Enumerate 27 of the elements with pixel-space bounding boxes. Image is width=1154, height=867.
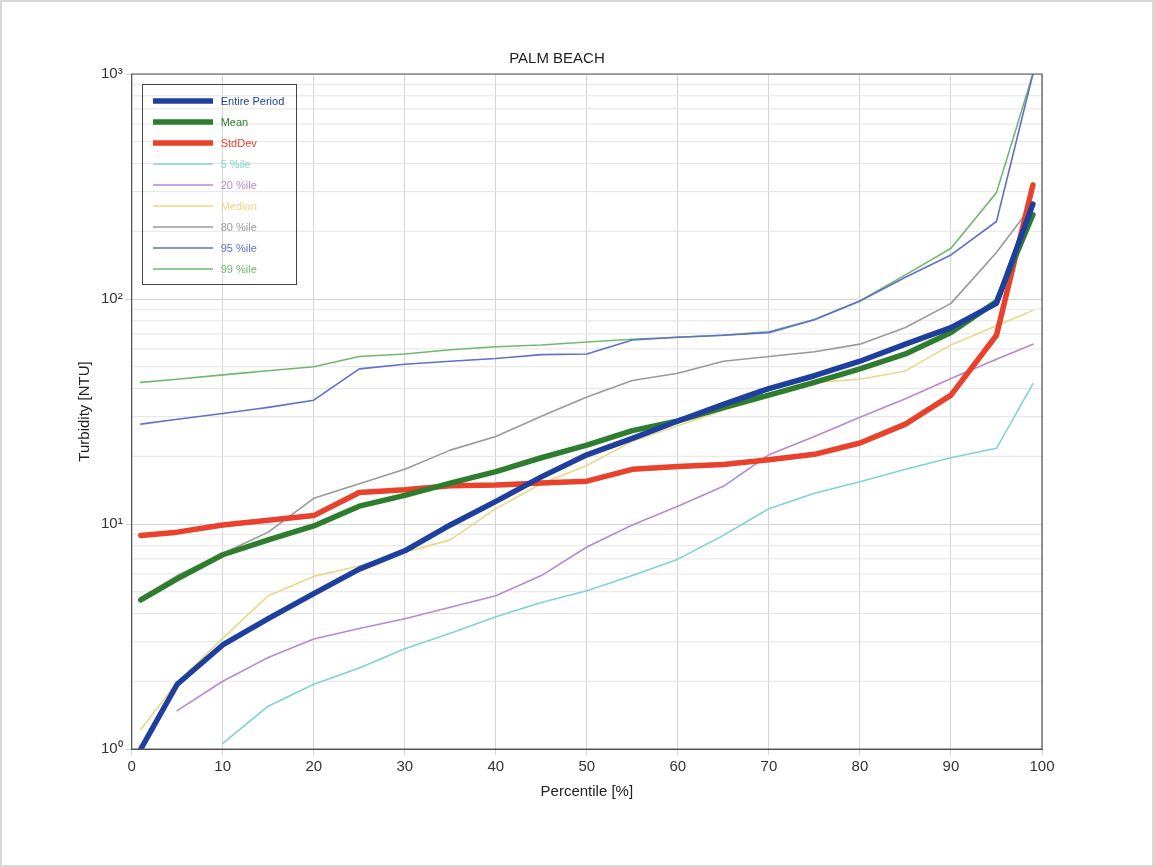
y-tick-label: 10² bbox=[101, 289, 123, 307]
x-axis-title: Percentile [%] bbox=[540, 782, 634, 800]
x-tick-label: 30 bbox=[396, 757, 414, 775]
text: 80 %ile bbox=[220, 220, 257, 233]
x-tick-label: 0 bbox=[127, 757, 136, 775]
x-tick-label: 70 bbox=[760, 757, 778, 775]
chart-title: PALM BEACH bbox=[509, 49, 605, 67]
y-axis-title: Turbidity [NTU] bbox=[75, 361, 93, 462]
text: 99 %ile bbox=[220, 262, 257, 275]
x-tick-label: 50 bbox=[578, 757, 596, 775]
text: Entire Period bbox=[220, 94, 285, 107]
text: 95 %ile bbox=[220, 241, 257, 254]
x-tick-label: 90 bbox=[942, 757, 960, 775]
x-tick-label: 20 bbox=[305, 757, 323, 775]
text: StdDev bbox=[220, 136, 257, 149]
x-tick-label: 10 bbox=[214, 757, 232, 775]
text: 20 %ile bbox=[220, 178, 257, 191]
text: Median bbox=[220, 199, 257, 212]
y-tick-label: 10⁰ bbox=[101, 739, 123, 757]
x-tick-label: 80 bbox=[851, 757, 869, 775]
y-tick-label: 10¹ bbox=[101, 514, 123, 532]
x-tick-label: 60 bbox=[669, 757, 687, 775]
x-tick-label: 100 bbox=[1029, 757, 1055, 775]
y-tick-label: 10³ bbox=[101, 64, 123, 82]
text: Mean bbox=[220, 115, 249, 128]
x-tick-label: 40 bbox=[487, 757, 505, 775]
text: 5 %ile bbox=[220, 157, 251, 170]
